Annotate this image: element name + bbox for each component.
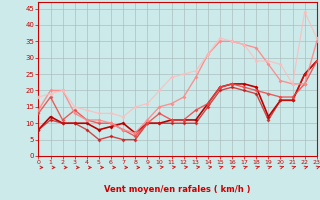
X-axis label: Vent moyen/en rafales ( km/h ): Vent moyen/en rafales ( km/h ) <box>104 185 251 194</box>
